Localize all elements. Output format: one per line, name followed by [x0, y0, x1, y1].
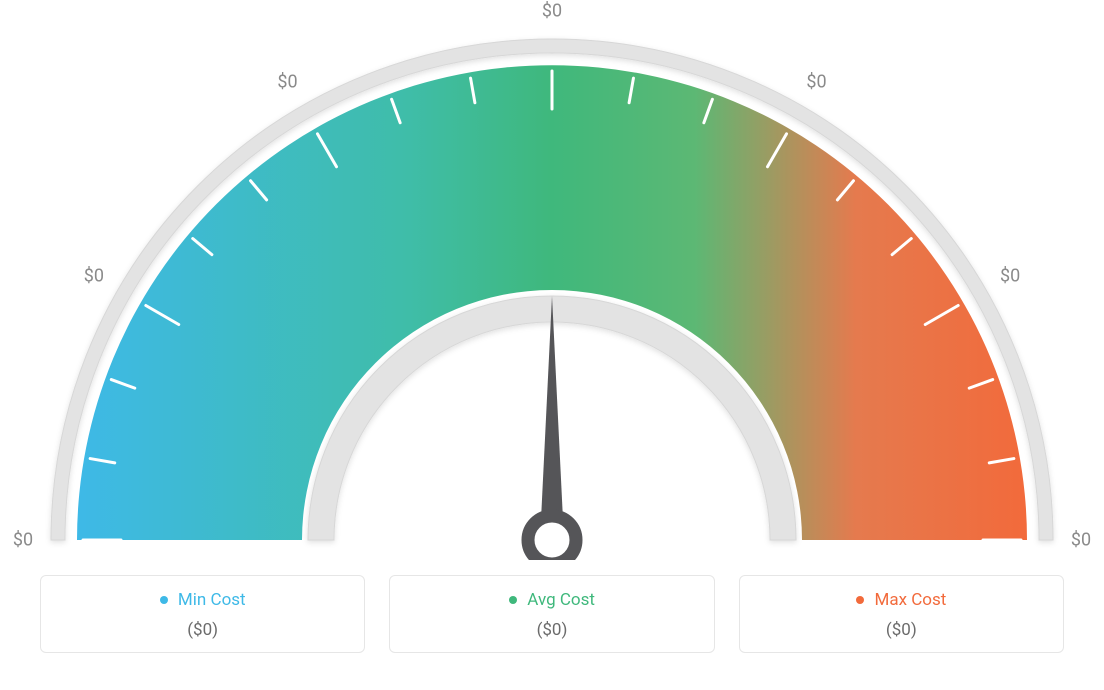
gauge-tick-label: $0	[277, 71, 297, 92]
legend-card-avg: Avg Cost ($0)	[389, 575, 714, 653]
legend-dot-avg	[509, 596, 517, 604]
legend-title-max-text: Max Cost	[875, 590, 947, 610]
gauge-tick-label: $0	[806, 71, 826, 92]
legend-value-avg: ($0)	[400, 620, 703, 640]
legend-title-avg: Avg Cost	[400, 590, 703, 610]
gauge-tick-label: $0	[1071, 530, 1091, 551]
legend-dot-min	[160, 596, 168, 604]
gauge-svg	[0, 0, 1104, 560]
legend-title-max: Max Cost	[750, 590, 1053, 610]
legend-row: Min Cost ($0) Avg Cost ($0) Max Cost ($0…	[40, 575, 1064, 653]
legend-value-max: ($0)	[750, 620, 1053, 640]
gauge-tick-label: $0	[542, 1, 562, 22]
legend-title-min-text: Min Cost	[178, 590, 246, 610]
legend-card-min: Min Cost ($0)	[40, 575, 365, 653]
gauge-tick-label: $0	[1000, 265, 1020, 286]
legend-value-min: ($0)	[51, 620, 354, 640]
gauge-tick-label: $0	[13, 530, 33, 551]
legend-title-min: Min Cost	[51, 590, 354, 610]
legend-title-avg-text: Avg Cost	[527, 590, 595, 610]
legend-dot-max	[856, 596, 864, 604]
gauge-chart: $0 $0 $0 $0 $0 $0 $0	[0, 0, 1104, 560]
gauge-tick-label: $0	[84, 265, 104, 286]
chart-container: $0 $0 $0 $0 $0 $0 $0 Min Cost ($0) Avg Cost ($…	[0, 0, 1104, 690]
legend-card-max: Max Cost ($0)	[739, 575, 1064, 653]
